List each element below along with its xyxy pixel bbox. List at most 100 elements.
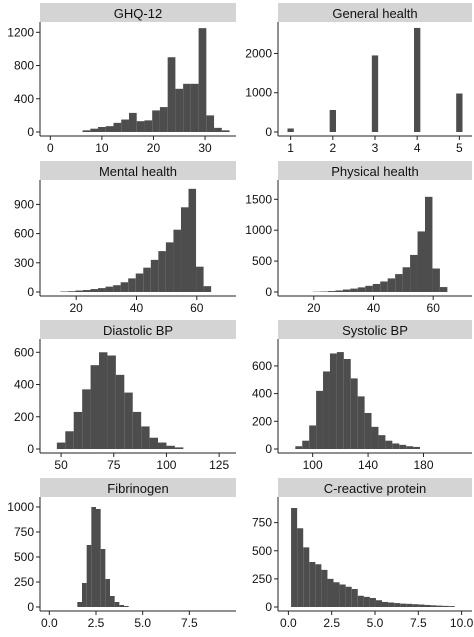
y-tick-label: 800	[14, 59, 34, 73]
panel-title: GHQ-12	[114, 6, 162, 21]
x-tick-label: 7.5	[410, 616, 427, 630]
y-tick-label: 600	[14, 345, 34, 359]
y-tick-label: 0	[265, 125, 272, 139]
histogram-bar	[295, 446, 302, 449]
histogram-bar	[175, 89, 183, 132]
y-tick-label: 1000	[7, 500, 34, 514]
y-tick-label: 1000	[245, 223, 272, 237]
histogram-bar	[214, 128, 222, 132]
y-tick-label: 0	[265, 442, 272, 456]
x-tick-label: 7.5	[181, 616, 198, 630]
x-tick-label: 0.0	[41, 616, 58, 630]
x-tick-label: 140	[358, 458, 378, 472]
panel-title: Mental health	[99, 164, 177, 179]
x-tick-label: 180	[413, 458, 433, 472]
histogram-bar	[335, 290, 342, 292]
panel-title: Fibrinogen	[107, 481, 168, 496]
y-tick-label: 1000	[245, 86, 272, 100]
x-tick-label: 20	[70, 301, 84, 315]
histogram-bar	[388, 603, 394, 608]
y-tick-label: 750	[252, 516, 272, 530]
histogram-bar	[343, 290, 350, 292]
histogram-bar	[158, 443, 166, 449]
y-tick-label: 300	[14, 256, 34, 270]
histogram-bar	[65, 431, 73, 449]
histogram-bar	[413, 447, 420, 449]
histogram-bar	[316, 391, 323, 449]
histogram-bar	[124, 393, 132, 449]
histogram-bar	[141, 426, 149, 449]
histogram-bar	[124, 606, 129, 607]
panel-title: C-reactive protein	[324, 481, 427, 496]
histogram-bar	[160, 107, 168, 132]
x-tick-label: 125	[209, 458, 229, 472]
histogram-bar	[400, 604, 406, 607]
x-tick-label: 2.5	[88, 616, 105, 630]
histogram-bar	[373, 284, 380, 292]
y-tick-label: 2000	[245, 46, 272, 60]
histogram-bar	[96, 509, 101, 607]
histogram-bar	[414, 28, 420, 132]
histogram-bar	[287, 128, 293, 132]
x-tick-label: 3	[372, 141, 379, 155]
x-tick-label: 50	[54, 458, 68, 472]
histogram-bar	[385, 441, 392, 449]
histogram-bar	[57, 443, 65, 449]
histogram-bar	[418, 605, 424, 607]
x-tick-label: 0	[47, 141, 54, 155]
histogram-bar	[91, 365, 99, 449]
histogram-bar	[87, 545, 92, 607]
histogram-bar	[204, 286, 212, 292]
histogram-bar	[424, 605, 430, 607]
histogram-bar	[68, 291, 76, 292]
x-tick-label: 4	[414, 141, 421, 155]
histogram-bar	[315, 564, 321, 607]
histogram-bar	[91, 289, 99, 292]
histogram-bar	[340, 585, 346, 608]
y-tick-label: 0	[27, 125, 34, 139]
histogram-bar	[437, 606, 443, 607]
histogram-bar	[116, 375, 124, 449]
x-tick-label: 2	[329, 141, 336, 155]
histogram-bar	[119, 605, 124, 607]
histogram-bar	[334, 582, 340, 607]
histogram-bar	[115, 602, 120, 607]
histogram-bar	[191, 84, 199, 132]
histogram-bar	[173, 230, 181, 292]
histogram-bar	[133, 412, 141, 449]
histogram-bar	[98, 288, 106, 292]
histogram-bar	[403, 267, 410, 292]
histogram-bar	[309, 562, 315, 607]
y-tick-label: 600	[14, 227, 34, 241]
histogram-bar	[328, 291, 335, 292]
panel-title: Systolic BP	[342, 323, 408, 338]
histogram-bar	[166, 242, 174, 292]
x-tick-label: 5.0	[367, 616, 384, 630]
histogram-bar	[456, 94, 462, 132]
histogram-bar	[206, 115, 214, 132]
y-tick-label: 200	[14, 410, 34, 424]
histogram-bar	[297, 528, 303, 607]
histogram-bar	[121, 282, 129, 292]
panel-title: Physical health	[331, 164, 418, 179]
y-tick-label: 0	[27, 285, 34, 299]
histogram-bar	[91, 507, 96, 607]
histogram-bar	[303, 547, 309, 607]
histogram-bar	[143, 268, 151, 292]
x-tick-label: 60	[427, 301, 441, 315]
histogram-bar	[175, 447, 183, 449]
histogram-bar	[365, 413, 372, 449]
histogram-bar	[392, 443, 399, 449]
histogram-bar	[376, 600, 382, 607]
histogram-bar	[291, 508, 297, 607]
histogram-bar	[110, 596, 115, 607]
histogram-bar	[395, 274, 402, 292]
histogram-bar	[330, 110, 336, 132]
histogram-bar	[168, 57, 176, 132]
histogram-bar	[352, 589, 358, 607]
